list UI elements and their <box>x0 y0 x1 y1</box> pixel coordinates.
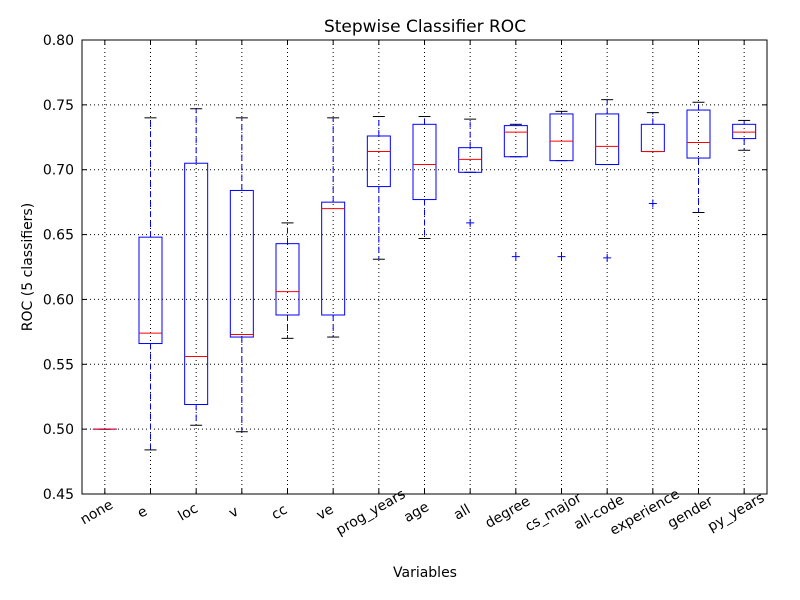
y-tick-label: 0.75 <box>43 98 74 114</box>
flier <box>648 199 657 208</box>
flier <box>466 218 475 227</box>
chart-title: Stepwise Classifier ROC <box>324 17 526 37</box>
flier <box>603 253 612 262</box>
y-tick-label: 0.70 <box>43 163 74 179</box>
plot-frame <box>81 39 768 495</box>
y-tick-label: 0.65 <box>43 228 74 244</box>
y-tick-label: 0.45 <box>43 487 74 503</box>
box <box>366 135 391 188</box>
x-tick-label: all <box>451 502 473 524</box>
box <box>686 109 711 159</box>
box <box>503 125 528 158</box>
box <box>458 147 483 173</box>
x-tick-label: ve <box>314 501 337 523</box>
box <box>275 243 300 316</box>
box <box>321 201 346 316</box>
box <box>412 123 437 201</box>
box <box>549 113 574 162</box>
y-tick-label: 0.60 <box>43 292 74 308</box>
flier <box>557 252 566 261</box>
x-axis-label: Variables <box>393 565 457 581</box>
y-tick-label: 0.80 <box>43 33 74 49</box>
box <box>138 236 163 345</box>
box <box>184 162 209 405</box>
x-tick-label: cc <box>269 502 290 524</box>
box <box>595 113 620 166</box>
flier <box>511 252 520 261</box>
box <box>732 123 757 140</box>
y-tick-label: 0.55 <box>43 357 74 373</box>
y-axis-label: ROC (5 classifiers) <box>20 203 36 331</box>
box <box>229 189 254 338</box>
y-tick-label: 0.50 <box>43 422 74 438</box>
